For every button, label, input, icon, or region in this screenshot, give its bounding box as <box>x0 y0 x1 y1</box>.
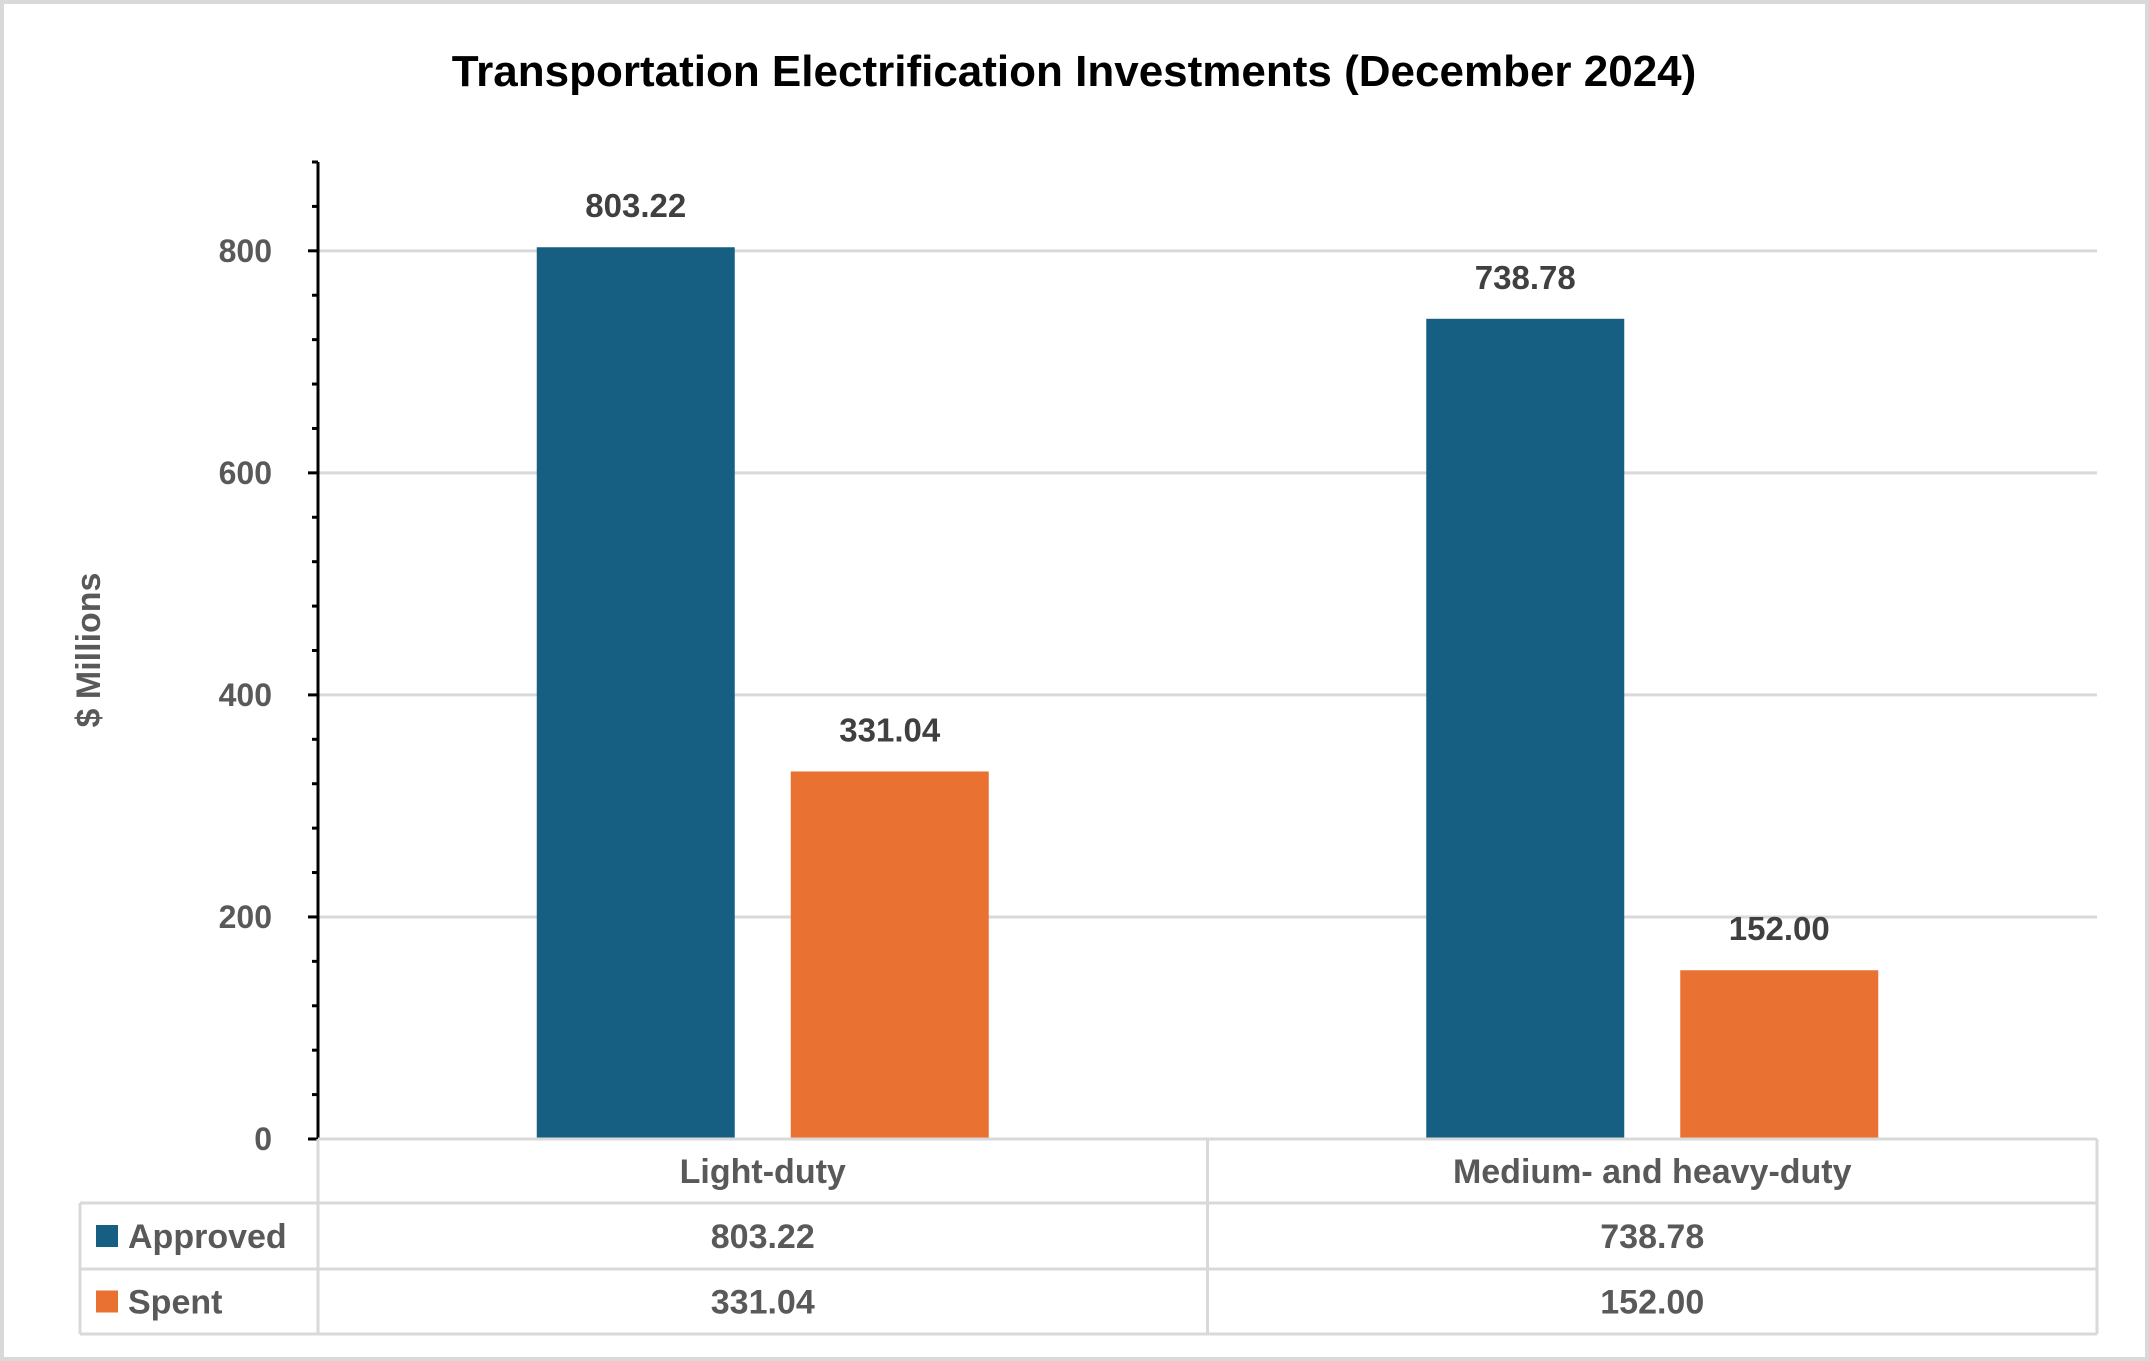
y-tick-label: 200 <box>219 899 272 935</box>
data-label: 152.00 <box>1729 910 1830 947</box>
legend-swatch-approved <box>96 1225 118 1247</box>
legend-swatch-spent <box>96 1290 118 1313</box>
x-category-label: Light-duty <box>680 1153 846 1191</box>
y-tick-label: 400 <box>219 677 272 713</box>
legend-label: Spent <box>128 1284 222 1322</box>
data-label: 738.78 <box>1475 259 1576 296</box>
data-label: 803.22 <box>585 187 686 224</box>
y-tick-label: 800 <box>219 233 272 269</box>
x-category-label: Medium- and heavy-duty <box>1453 1153 1852 1191</box>
data-label: 331.04 <box>839 711 941 748</box>
bar-approved <box>1426 318 1625 1140</box>
chart-title: Transportation Electrification Investmen… <box>452 47 1697 96</box>
y-axis-label: $ Millions <box>70 573 108 728</box>
table-value: 152.00 <box>1600 1284 1704 1322</box>
table-value: 331.04 <box>711 1284 815 1322</box>
table-value: 738.78 <box>1600 1218 1704 1256</box>
bar-spent <box>1680 970 1879 1139</box>
legend-label: Approved <box>128 1218 287 1256</box>
y-tick-label: 600 <box>219 455 272 491</box>
table-value: 803.22 <box>711 1218 815 1256</box>
bar-approved <box>536 247 735 1139</box>
y-tick-label: 0 <box>254 1121 272 1157</box>
bar-spent <box>790 771 989 1139</box>
